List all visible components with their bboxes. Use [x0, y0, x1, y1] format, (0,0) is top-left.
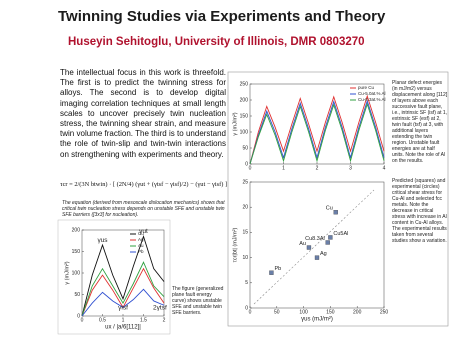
point — [269, 270, 274, 275]
y-tick-label: 25 — [242, 179, 248, 185]
stress-caption: Predicted (squares) and experimental (ci… — [392, 178, 447, 244]
y-axis-label: τcr|bt| (mJ/m²) — [232, 228, 238, 263]
y-tick-label: 50 — [242, 145, 248, 151]
x-tick-label: 200 — [353, 309, 362, 315]
subtitle: Huseyin Sehitoglu, University of Illinoi… — [68, 36, 365, 48]
trend-line — [253, 189, 375, 305]
point-label: Au — [299, 241, 306, 247]
x-tick-label: 250 — [380, 309, 389, 315]
series-line — [249, 99, 385, 165]
y-tick-label: 100 — [240, 129, 249, 135]
x-tick-label: 0 — [81, 317, 84, 323]
x-tick-label: 2 — [316, 165, 319, 171]
left-figure-frame — [57, 219, 171, 335]
x-tick-label: 3 — [349, 165, 352, 171]
series-line — [249, 94, 385, 165]
y-tick-label: 0 — [245, 161, 248, 167]
series-line — [81, 288, 165, 317]
point — [328, 235, 333, 240]
y-tick-label: 15 — [242, 230, 248, 236]
point-label: Ag — [320, 251, 327, 257]
annotation: γut — [139, 228, 148, 235]
intro-text: The intellectual focus in this work is t… — [60, 68, 226, 159]
gpfe-caption: The figure (generalized plane fault ener… — [172, 286, 224, 316]
y-tick-label: 0 — [245, 305, 248, 311]
plot-frame — [249, 181, 385, 309]
annotation: γisf — [118, 305, 128, 312]
point — [325, 240, 330, 245]
x-tick-label: 2 — [163, 317, 166, 323]
x-tick-label: 4 — [383, 165, 386, 171]
y-tick-label: 5 — [245, 280, 248, 286]
legend-label: Au — [138, 243, 144, 248]
legend-label: Cu-8.3at.% Al — [358, 97, 386, 102]
y-tick-label: 150 — [72, 249, 81, 255]
annotation: γus — [97, 237, 108, 244]
right-panel-frame — [227, 71, 449, 327]
legend-label: Ag — [138, 237, 144, 242]
y-axis-label: γ (mJ/m²) — [64, 261, 70, 284]
x-axis-label: γus (mJ/m²) — [301, 317, 333, 323]
y-tick-label: 200 — [72, 227, 81, 233]
y-tick-label: 250 — [240, 81, 249, 87]
planar-defect-caption: Planar defect energies (in mJ/m2) versus… — [392, 80, 448, 164]
y-tick-label: 10 — [242, 255, 248, 261]
y-axis-label: γ (mJ/m²) — [232, 112, 238, 135]
y-tick-label: 150 — [240, 113, 249, 119]
annotation: 2γtsf — [153, 305, 167, 312]
equation-caption: The equation (derived from mesoscale dis… — [62, 200, 225, 218]
series-line — [81, 235, 165, 317]
point — [306, 245, 312, 250]
y-tick-label: 50 — [74, 292, 80, 298]
y-tick-label: 20 — [242, 205, 248, 211]
point-label: Cu — [326, 206, 333, 212]
point-label: Cu8.3Al — [305, 236, 325, 242]
point — [333, 210, 338, 215]
legend-label: pure Cu — [358, 85, 375, 90]
x-tick-label: 150 — [326, 309, 335, 315]
y-tick-label: 0 — [77, 313, 80, 319]
point-label: Pb — [274, 266, 281, 272]
x-tick-label: 1.5 — [140, 317, 147, 323]
x-tick-label: 0 — [249, 165, 252, 171]
x-tick-label: 50 — [274, 309, 280, 315]
point — [314, 255, 320, 260]
equation: τcr = 2/(3N btwin) · [ (2N/4) (γut + (γt… — [60, 181, 228, 188]
y-tick-label: 200 — [240, 97, 249, 103]
x-axis-label: ux / |a/6[112]| — [105, 325, 141, 331]
x-tick-label: 100 — [299, 309, 308, 315]
y-tick-label: 100 — [72, 270, 81, 276]
legend-label: Pb — [138, 249, 144, 254]
x-tick-label: 0.5 — [99, 317, 106, 323]
series-line — [81, 261, 165, 317]
title: Twinning Studies via Experiments and The… — [58, 8, 386, 25]
legend-label: Cu — [138, 231, 144, 236]
x-tick-label: 1 — [282, 165, 285, 171]
series-line — [249, 102, 385, 165]
point-label: Cu5Al — [333, 231, 348, 237]
x-tick-label: 0 — [249, 309, 252, 315]
x-tick-label: 1 — [122, 317, 125, 323]
legend-label: Cu-5.0at.% Al — [358, 91, 386, 96]
